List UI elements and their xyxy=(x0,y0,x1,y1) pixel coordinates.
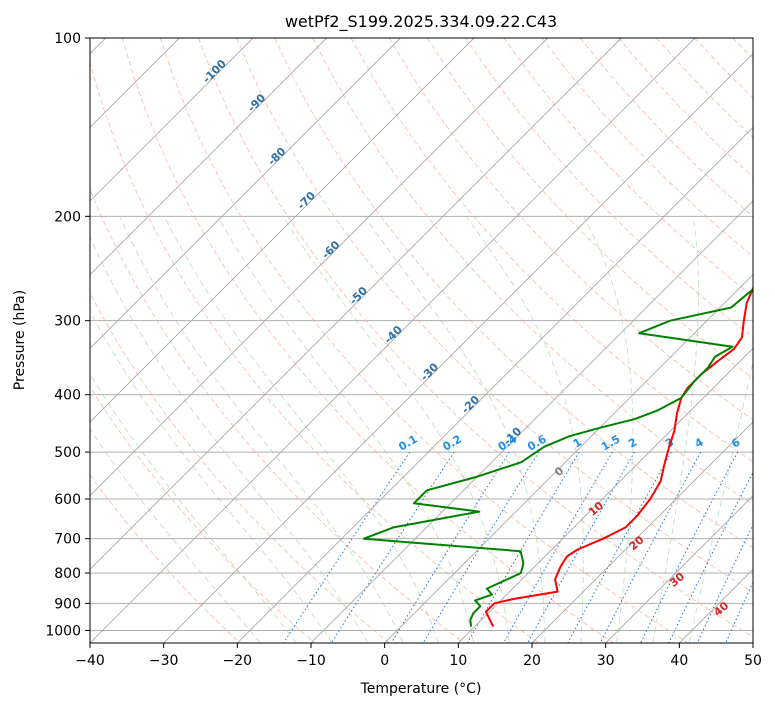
dry-adiabat-line xyxy=(312,38,753,506)
mixing-ratio-line xyxy=(567,451,672,643)
dry-adiabat-line xyxy=(503,38,753,298)
y-axis-label: Pressure (hPa) xyxy=(12,290,28,390)
isotherm-line xyxy=(237,126,753,643)
isotherm-line xyxy=(458,347,753,643)
x-tick-label: 0 xyxy=(380,653,389,669)
y-tick-label: 100 xyxy=(54,31,81,47)
y-tick-label: 900 xyxy=(54,596,81,612)
isotherm-line xyxy=(90,38,696,643)
isotherm-line xyxy=(90,38,548,497)
moist-adiabat-line xyxy=(90,236,369,643)
dry-adiabat-line xyxy=(274,38,753,549)
moist-adiabat-line xyxy=(364,216,546,643)
isotherm-line xyxy=(90,38,622,570)
x-tick-label: −20 xyxy=(223,653,253,669)
moist-adiabat-line xyxy=(90,373,297,643)
x-tick-label: 50 xyxy=(744,653,762,669)
isotherm-line xyxy=(90,38,475,423)
dry-adiabat-line xyxy=(159,38,689,643)
y-tick-label: 600 xyxy=(54,492,81,508)
y-tick-label: 300 xyxy=(54,314,81,330)
isotherm-line xyxy=(531,421,753,643)
mixing-ratio-line xyxy=(640,451,739,643)
x-axis-ticks: −40 −30 −20 −10 0 10 20 30 40 50 xyxy=(75,643,762,669)
temperature-profile xyxy=(484,285,753,628)
dry-adiabat-line xyxy=(90,292,390,643)
mixing-ratio-line xyxy=(668,471,753,643)
y-tick-label: 400 xyxy=(54,388,81,404)
y-tick-label: 200 xyxy=(54,209,81,225)
moist-adiabat-line xyxy=(217,216,475,643)
x-tick-label: 20 xyxy=(523,653,541,669)
dry-adiabat-line xyxy=(90,385,315,643)
x-axis-label: Temperature (°C) xyxy=(360,681,482,697)
mixing-ratio-line xyxy=(503,451,613,643)
moist-adiabat-line xyxy=(119,216,404,643)
mixing-ratio-line xyxy=(390,451,510,643)
y-tick-label: 700 xyxy=(54,532,81,548)
dry-adiabat-line xyxy=(90,188,465,643)
dry-adiabat-line xyxy=(90,59,540,643)
y-axis-ticks: 100 200 300 400 500 600 700 800 900 1000 xyxy=(45,31,90,639)
dry-adiabat-line xyxy=(388,38,753,421)
mixing-ratio-line xyxy=(282,451,411,643)
mixing-ratio-line xyxy=(725,581,753,643)
dry-adiabat-line xyxy=(427,38,753,379)
isotherm-line xyxy=(163,53,753,643)
plot-frame xyxy=(89,37,754,644)
y-tick-label: 1000 xyxy=(45,623,81,639)
moist-adiabat-lines xyxy=(90,216,753,643)
isotherm-line xyxy=(90,38,401,349)
moist-adiabat-line xyxy=(652,216,699,643)
mixing-ratio-line xyxy=(527,451,635,643)
dry-adiabat-line xyxy=(465,38,753,338)
moist-adiabat-line xyxy=(465,216,584,643)
x-tick-label: −10 xyxy=(296,653,326,669)
x-tick-label: −30 xyxy=(149,653,179,669)
dry-adiabat-line xyxy=(90,473,241,643)
chart-title: wetPf2_S199.2025.334.09.22.C43 xyxy=(285,12,557,32)
x-tick-label: 40 xyxy=(670,653,688,669)
dry-adiabat-line xyxy=(121,38,614,643)
x-tick-label: 10 xyxy=(449,653,467,669)
dry-adiabat-line xyxy=(236,38,753,593)
dewpoint-profile xyxy=(362,287,753,627)
isotherm-line xyxy=(605,495,753,643)
isobar-lines xyxy=(90,38,753,631)
mixing-ratio-lines xyxy=(282,451,753,643)
moist-adiabat-line xyxy=(90,428,261,643)
moist-adiabat-line xyxy=(583,216,634,643)
isotherm-line xyxy=(90,38,327,276)
x-tick-label: −40 xyxy=(75,653,105,669)
isotherm-line xyxy=(90,38,254,202)
profile-lines xyxy=(362,285,753,628)
dry-adiabat-line xyxy=(350,38,753,463)
y-tick-label: 800 xyxy=(54,566,81,582)
mixing-ratio-line xyxy=(422,451,540,643)
mixing-ratio-line xyxy=(599,451,702,643)
x-tick-label: 30 xyxy=(597,653,615,669)
moist-adiabat-line xyxy=(282,216,510,643)
moist-adiabat-line xyxy=(163,216,439,643)
moist-adiabat-line xyxy=(90,310,333,643)
y-tick-label: 500 xyxy=(54,445,81,461)
